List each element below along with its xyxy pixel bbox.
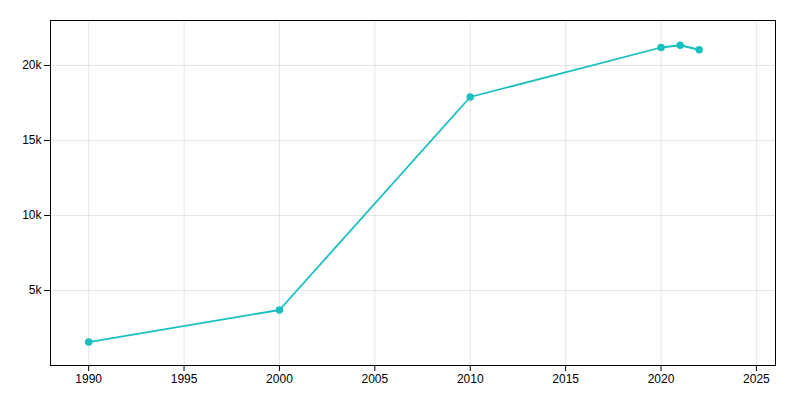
svg-text:20k: 20k (22, 58, 42, 72)
svg-text:2025: 2025 (743, 372, 770, 386)
svg-text:2000: 2000 (266, 372, 293, 386)
svg-text:2020: 2020 (648, 372, 675, 386)
svg-text:2010: 2010 (457, 372, 484, 386)
svg-text:2005: 2005 (361, 372, 388, 386)
svg-text:2015: 2015 (552, 372, 579, 386)
svg-text:1990: 1990 (75, 372, 102, 386)
svg-text:15k: 15k (22, 133, 42, 147)
svg-text:1995: 1995 (171, 372, 198, 386)
svg-text:10k: 10k (22, 208, 42, 222)
svg-text:5k: 5k (29, 283, 43, 297)
